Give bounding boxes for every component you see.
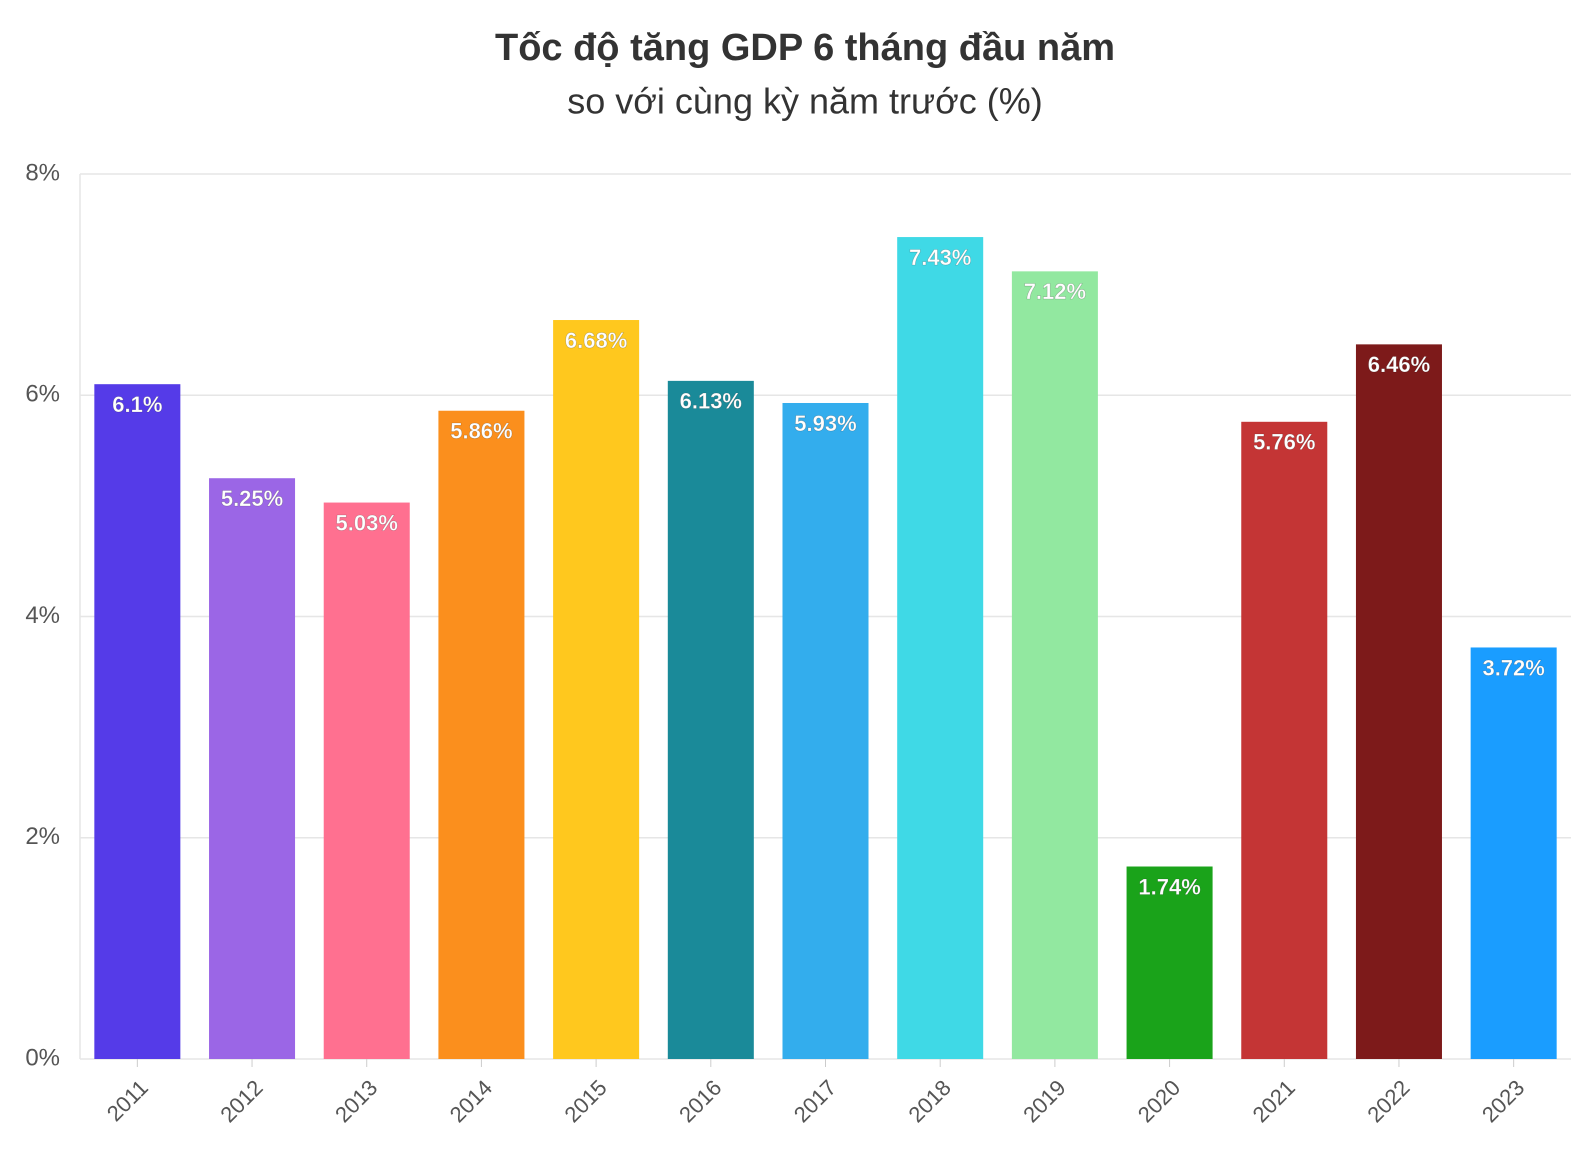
value-label: 5.76% (1253, 430, 1315, 455)
value-label: 5.86% (450, 419, 512, 444)
bar (667, 380, 754, 1059)
bar (1011, 271, 1098, 1060)
bar (438, 410, 525, 1059)
x-tick-label: 2023 (1477, 1075, 1529, 1127)
chart-title: Tốc độ tăng GDP 6 tháng đầu năm (495, 27, 1115, 69)
x-tick-label: 2012 (215, 1075, 267, 1127)
x-tick-label: 2018 (904, 1075, 956, 1127)
value-label: 5.03% (336, 510, 398, 535)
y-tick-label: 0% (25, 1044, 60, 1071)
x-tick-label: 2017 (789, 1075, 841, 1127)
value-label: 6.13% (680, 389, 742, 414)
value-label: 3.72% (1482, 655, 1544, 680)
x-tick-label: 2019 (1018, 1075, 1070, 1127)
y-tick-label: 8% (25, 159, 60, 186)
value-label: 7.43% (909, 245, 971, 270)
bar (323, 502, 410, 1059)
x-tick-label: 2013 (330, 1075, 382, 1127)
x-tick-label: 2016 (674, 1075, 726, 1127)
value-label: 5.93% (794, 411, 856, 436)
value-label: 6.1% (112, 392, 162, 417)
bar (1355, 344, 1442, 1059)
y-tick-label: 6% (25, 381, 60, 408)
bar (209, 478, 296, 1059)
value-label: 6.46% (1368, 352, 1430, 377)
value-label: 7.12% (1024, 279, 1086, 304)
bar (1241, 421, 1328, 1059)
bar (553, 320, 640, 1059)
bar (897, 237, 984, 1059)
x-tick-label: 2011 (102, 1075, 153, 1126)
x-tick-label: 2015 (559, 1075, 611, 1127)
y-tick-label: 4% (25, 602, 60, 629)
bar (782, 402, 869, 1059)
x-tick-label: 2021 (1248, 1075, 1300, 1127)
value-label: 6.68% (565, 328, 627, 353)
value-label: 1.74% (1138, 874, 1200, 899)
bar (1470, 647, 1557, 1059)
y-tick-label: 2% (25, 823, 60, 850)
x-tick-label: 2022 (1362, 1075, 1414, 1127)
bar (1126, 866, 1213, 1059)
value-label: 5.25% (221, 486, 283, 511)
x-tick-label: 2014 (445, 1075, 497, 1127)
chart-subtitle: so với cùng kỳ năm trước (%) (567, 81, 1042, 122)
x-tick-label: 2020 (1133, 1075, 1185, 1127)
bar (94, 384, 181, 1059)
